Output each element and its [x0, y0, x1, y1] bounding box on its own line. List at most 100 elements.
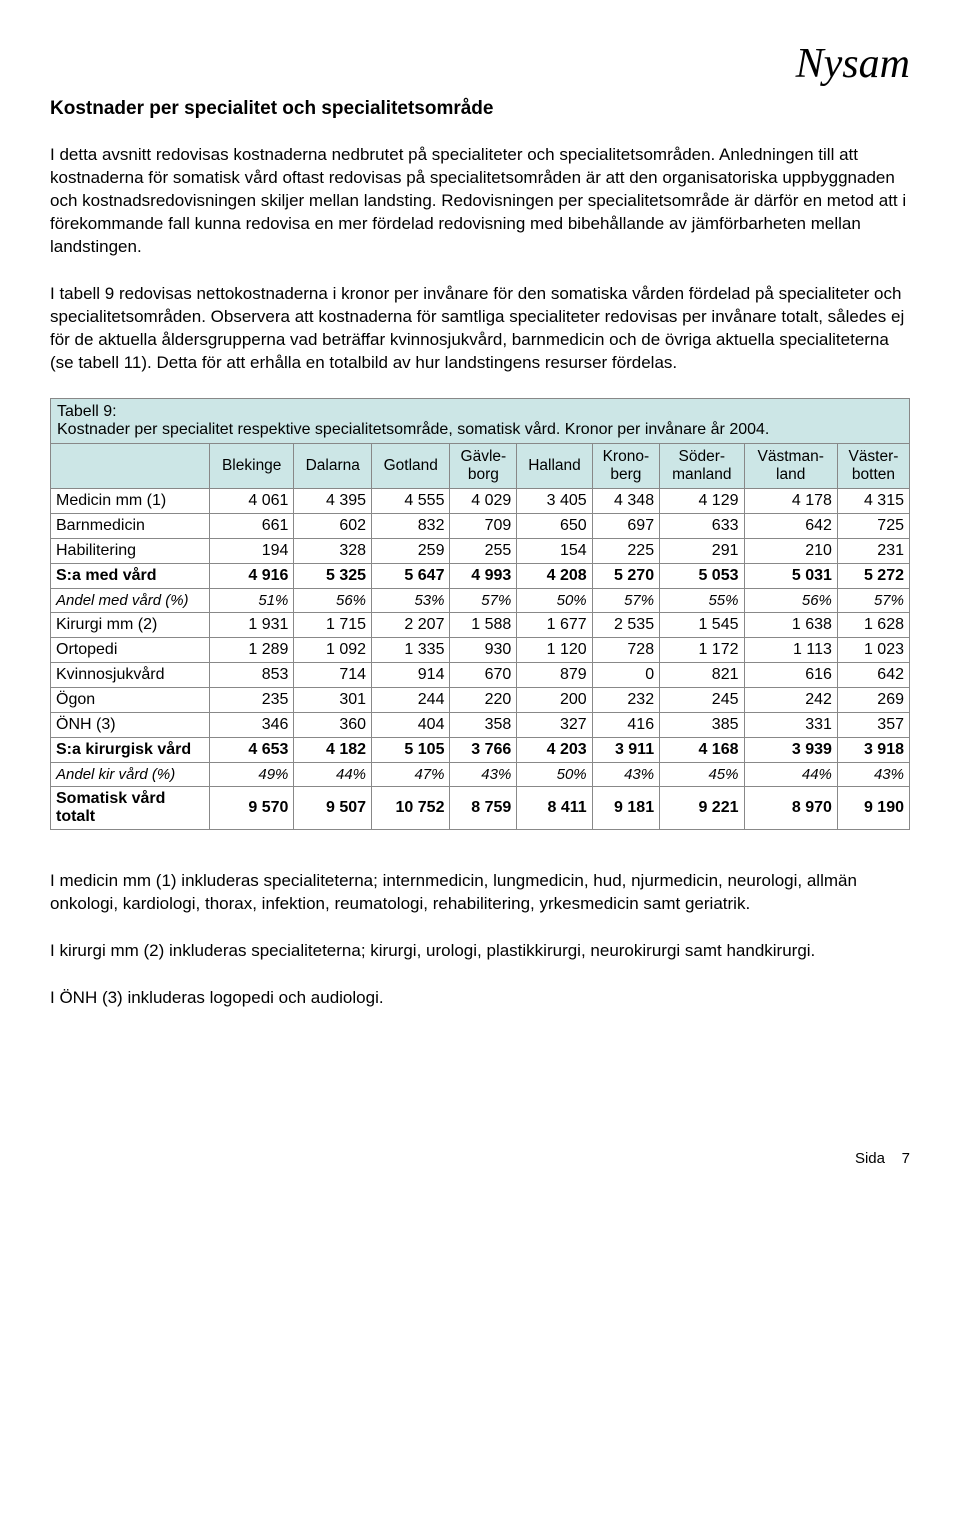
footer-page-number: 7 [902, 1150, 910, 1167]
cell: 930 [450, 638, 517, 663]
cell: 3 405 [517, 489, 592, 514]
cell: 55% [660, 589, 744, 613]
cell: 8 411 [517, 787, 592, 830]
cell: 235 [210, 688, 294, 713]
col-header: Krono-berg [592, 444, 659, 489]
cell: 1 023 [837, 638, 909, 663]
cell: 53% [372, 589, 450, 613]
cell: 45% [660, 763, 744, 787]
cell: 51% [210, 589, 294, 613]
row-label: Ortopedi [51, 638, 210, 663]
cell: 255 [450, 539, 517, 564]
cell: 4 168 [660, 738, 744, 763]
cell: 4 348 [592, 489, 659, 514]
page-heading: Kostnader per specialitet och specialite… [50, 98, 910, 120]
cell: 602 [294, 514, 372, 539]
cell: 50% [517, 763, 592, 787]
row-label: Andel med vård (%) [51, 589, 210, 613]
table-row: S:a kirurgisk vård4 6534 1825 1053 7664 … [51, 738, 910, 763]
cell: 232 [592, 688, 659, 713]
cell: 4 315 [837, 489, 909, 514]
cell: 328 [294, 539, 372, 564]
col-header: Dalarna [294, 444, 372, 489]
cell: 225 [592, 539, 659, 564]
row-label: ÖNH (3) [51, 713, 210, 738]
cell: 5 031 [744, 564, 837, 589]
row-label: Barnmedicin [51, 514, 210, 539]
table-row: Andel kir vård (%)49%44%47%43%50%43%45%4… [51, 763, 910, 787]
cell: 3 911 [592, 738, 659, 763]
table-row: Ortopedi1 2891 0921 3359301 1207281 1721… [51, 638, 910, 663]
cell: 327 [517, 713, 592, 738]
cell: 5 272 [837, 564, 909, 589]
cell: 853 [210, 663, 294, 688]
intro-paragraph-2: I tabell 9 redovisas nettokostnaderna i … [50, 283, 910, 375]
cell: 1 715 [294, 613, 372, 638]
cell: 1 628 [837, 613, 909, 638]
cell: 5 270 [592, 564, 659, 589]
cell: 1 172 [660, 638, 744, 663]
cell: 9 190 [837, 787, 909, 830]
cell: 200 [517, 688, 592, 713]
cell: 9 507 [294, 787, 372, 830]
table-row: Kvinnosjukvård8537149146708790821616642 [51, 663, 910, 688]
cell: 57% [450, 589, 517, 613]
brand-logo: Nysam [50, 40, 910, 88]
cell: 5 325 [294, 564, 372, 589]
cell: 49% [210, 763, 294, 787]
cell: 3 918 [837, 738, 909, 763]
cell: 725 [837, 514, 909, 539]
page-footer: Sida 7 [50, 1150, 910, 1167]
table-row: Somatisk vård totalt9 5709 50710 7528 75… [51, 787, 910, 830]
cell: 709 [450, 514, 517, 539]
row-label: Medicin mm (1) [51, 489, 210, 514]
cell: 832 [372, 514, 450, 539]
table-title-line2: Kostnader per specialitet respektive spe… [57, 421, 769, 438]
cell: 1 335 [372, 638, 450, 663]
cell: 714 [294, 663, 372, 688]
cell: 291 [660, 539, 744, 564]
intro-paragraph-1: I detta avsnitt redovisas kostnaderna ne… [50, 144, 910, 259]
row-label: S:a med vård [51, 564, 210, 589]
cell: 301 [294, 688, 372, 713]
cell: 416 [592, 713, 659, 738]
cell: 404 [372, 713, 450, 738]
cell: 8 970 [744, 787, 837, 830]
table-row: Ögon235301244220200232245242269 [51, 688, 910, 713]
cell: 879 [517, 663, 592, 688]
cell: 642 [837, 663, 909, 688]
cell: 3 939 [744, 738, 837, 763]
cell: 1 113 [744, 638, 837, 663]
cell: 5 053 [660, 564, 744, 589]
table-row: ÖNH (3)346360404358327416385331357 [51, 713, 910, 738]
table-title: Tabell 9: Kostnader per specialitet resp… [51, 399, 910, 444]
cell: 43% [592, 763, 659, 787]
row-label: Kirurgi mm (2) [51, 613, 210, 638]
cell: 357 [837, 713, 909, 738]
cell: 231 [837, 539, 909, 564]
cell: 4 029 [450, 489, 517, 514]
cell: 242 [744, 688, 837, 713]
cell: 5 647 [372, 564, 450, 589]
table-row: Medicin mm (1)4 0614 3954 5554 0293 4054… [51, 489, 910, 514]
cell: 210 [744, 539, 837, 564]
cell: 1 545 [660, 613, 744, 638]
cell: 4 178 [744, 489, 837, 514]
cell: 57% [592, 589, 659, 613]
col-header: Söder-manland [660, 444, 744, 489]
cost-table: Tabell 9: Kostnader per specialitet resp… [50, 398, 910, 830]
cell: 2 207 [372, 613, 450, 638]
cell: 661 [210, 514, 294, 539]
cell: 4 061 [210, 489, 294, 514]
col-header: Västman-land [744, 444, 837, 489]
cell: 670 [450, 663, 517, 688]
col-header: Halland [517, 444, 592, 489]
cell: 4 555 [372, 489, 450, 514]
cell: 1 289 [210, 638, 294, 663]
cell: 4 129 [660, 489, 744, 514]
cell: 697 [592, 514, 659, 539]
cell: 642 [744, 514, 837, 539]
cell: 1 092 [294, 638, 372, 663]
table-row: Kirurgi mm (2)1 9311 7152 2071 5881 6772… [51, 613, 910, 638]
cell: 43% [837, 763, 909, 787]
